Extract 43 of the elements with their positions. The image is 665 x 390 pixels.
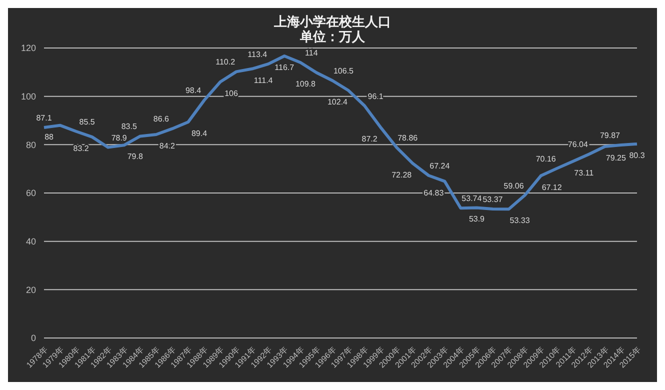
data-label: 89.4 [191,128,208,138]
data-label: 86.6 [153,114,170,124]
data-label: 70.16 [536,154,556,164]
chart-title: 上海小学在校生人口 [273,14,392,29]
data-label: 79.8 [127,152,144,162]
data-label: 67.24 [430,162,450,171]
data-label: 85.5 [79,117,96,126]
data-label: 114 [305,48,318,58]
y-tick-label: 120 [20,43,36,54]
data-label: 106 [224,88,239,98]
data-label: 87.2 [362,134,378,144]
data-label: 53.37 [482,195,504,204]
data-label: 83.2 [73,144,90,153]
data-label: 98.4 [185,86,202,96]
y-tick-label: 40 [26,236,36,247]
y-tick-label: 80 [26,140,36,150]
data-label: 87.1 [36,114,52,123]
data-label: 72.28 [392,170,412,180]
data-label: 53.74 [462,194,482,204]
data-label: 111.4 [254,76,274,85]
data-label: 116.7 [274,62,295,72]
data-label: 110.2 [216,58,236,67]
data-label: 83.5 [121,122,138,132]
y-tick-label: 20 [26,284,36,295]
data-label: 78.9 [111,133,128,142]
data-label: 73.11 [574,168,594,178]
data-label: 53.33 [510,216,530,226]
data-label: 102.4 [328,98,348,107]
data-label: 79.25 [606,153,626,162]
data-label: 80.3 [629,150,646,160]
data-label: 109.8 [295,80,316,89]
data-label: 78.86 [398,133,418,142]
data-label: 53.9 [468,214,486,224]
data-label: 59.06 [504,181,524,190]
y-tick-label: 0 [30,333,36,344]
y-tick-label: 100 [20,92,36,102]
data-label: 106.5 [333,66,354,76]
data-label: 67.12 [542,182,562,192]
data-label: 79.87 [600,130,621,140]
data-label: 88 [44,132,54,142]
y-tick-label: 60 [26,188,36,198]
chart-subtitle: 单位：万人 [299,29,366,44]
data-label: 113.4 [248,50,268,59]
